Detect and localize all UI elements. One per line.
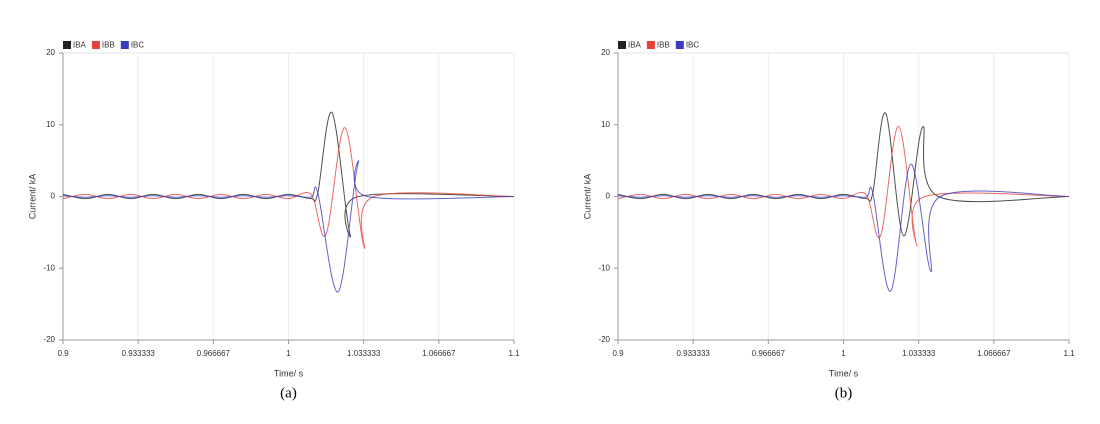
legend-swatch	[646, 41, 655, 49]
y-tick-label: 20	[46, 48, 55, 57]
series-line	[617, 163, 1070, 292]
y-tick-label: -20	[43, 335, 55, 344]
x-tick-label: 0.933333	[676, 349, 710, 358]
x-tick-label: 1.033333	[902, 349, 936, 358]
x-tick-label: 0.9	[57, 349, 69, 358]
x-tick-label: 1.033333	[347, 349, 381, 358]
y-tick-label: -10	[598, 263, 610, 272]
y-tick-label: 20	[601, 48, 610, 57]
legend-swatch	[618, 41, 626, 49]
x-axis-label: Time/ s	[274, 368, 304, 378]
legend-label: IBA	[73, 41, 87, 50]
y-tick-label: 0	[51, 192, 56, 201]
x-tick-label: 0.933333	[121, 349, 155, 358]
legend-swatch	[91, 41, 100, 49]
x-tick-label: 0.966667	[197, 349, 231, 358]
series-line	[62, 160, 515, 293]
series-line	[617, 125, 1070, 247]
caption: (a)	[280, 385, 297, 401]
legend-label: IBC	[131, 41, 145, 50]
legend-swatch	[120, 41, 129, 49]
y-tick-label: 0	[606, 192, 611, 201]
legend-swatch	[63, 41, 71, 49]
legend-swatch	[675, 41, 684, 49]
series-line	[62, 127, 515, 249]
y-axis-label: Current/ kA	[27, 174, 37, 220]
caption: (b)	[835, 385, 853, 401]
x-tick-label: 1.1	[508, 349, 520, 358]
legend-label: IBB	[102, 41, 115, 50]
x-tick-label: 1.066667	[422, 349, 456, 358]
y-axis-label: Current/ kA	[582, 174, 592, 220]
x-tick-label: 1.1	[1063, 349, 1075, 358]
x-tick-label: 0.9	[612, 349, 624, 358]
y-tick-label: 10	[46, 120, 55, 129]
x-tick-label: 0.966667	[752, 349, 786, 358]
legend-label: IBA	[628, 41, 642, 50]
x-tick-label: 1	[286, 349, 291, 358]
y-tick-label: 10	[601, 120, 610, 129]
x-tick-label: 1	[841, 349, 846, 358]
y-tick-label: -10	[43, 263, 55, 272]
x-tick-label: 1.066667	[977, 349, 1011, 358]
legend-label: IBB	[657, 41, 670, 50]
legend-label: IBC	[686, 41, 700, 50]
series-line	[617, 112, 1070, 237]
y-tick-label: -20	[598, 335, 610, 344]
x-axis-label: Time/ s	[829, 368, 859, 378]
